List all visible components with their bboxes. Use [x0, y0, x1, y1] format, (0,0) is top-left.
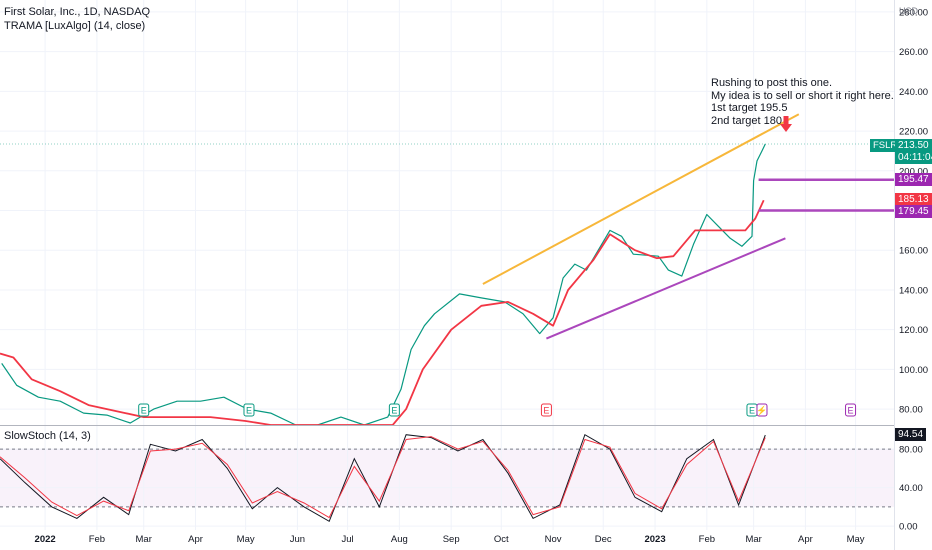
x-tick-label: Mar: [745, 534, 761, 545]
earnings-marker-label: E: [749, 406, 755, 416]
earnings-marker[interactable]: E: [388, 403, 400, 417]
y-tick-label: 220.00: [899, 127, 928, 138]
earnings-marker[interactable]: E: [845, 403, 857, 417]
event-markers[interactable]: E E E E E ⚡ E: [138, 403, 857, 417]
series-line-3: [546, 237, 786, 340]
y-tick-label: 140.00: [899, 285, 928, 296]
x-tick-label: Sep: [443, 534, 460, 545]
annotation-line: 1st target 195.5: [711, 102, 788, 114]
ticker-tag: FSLR: [870, 139, 901, 152]
osc-tick-label: 0.00: [899, 522, 918, 533]
x-tick-label: Aug: [391, 534, 408, 545]
currency-label: USD: [899, 6, 919, 16]
last-price-tag: 213.50: [895, 139, 932, 152]
osc-line-0: [0, 433, 766, 523]
earnings-marker[interactable]: E: [243, 403, 255, 417]
x-tick-label: 2023: [644, 534, 665, 545]
earnings-marker-label: E: [543, 406, 549, 416]
arrow-down-icon: [780, 116, 792, 132]
y-tick-label: 200.00: [899, 166, 928, 177]
osc-line-1: [0, 436, 766, 519]
y-tick-label: 80.00: [899, 405, 923, 416]
chart-grid: [0, 0, 894, 530]
x-tick-label: Apr: [798, 534, 813, 545]
earnings-marker-box: [756, 403, 768, 417]
x-tick-label: Feb: [699, 534, 715, 545]
earnings-marker-box: [845, 403, 857, 417]
earnings-marker[interactable]: E: [138, 403, 150, 417]
symbol-title: First Solar, Inc., 1D, NASDAQ: [4, 6, 151, 18]
earnings-marker-label: E: [391, 406, 397, 416]
osc-tick-label: 40.00: [899, 483, 923, 494]
earnings-marker-label: E: [848, 406, 854, 416]
y-tick-label: 280.00: [899, 7, 928, 18]
countdown-tag: 04:11:04: [895, 151, 932, 164]
x-tick-label: May: [237, 534, 255, 545]
oscillator-value-tag: 94.54: [895, 428, 927, 441]
x-tick-label: Jun: [290, 534, 305, 545]
y-tick-label: 160.00: [899, 246, 928, 257]
x-tick-label: Oct: [494, 534, 509, 545]
earnings-marker-label: ⚡: [756, 405, 767, 417]
earnings-marker[interactable]: E: [540, 403, 552, 417]
price-series: [0, 113, 894, 426]
target2-price-tag: 179.45: [895, 205, 932, 218]
earnings-marker-label: E: [246, 406, 252, 416]
trade-annotation: Rushing to post this one. My idea is to …: [711, 77, 894, 127]
oscillator-lines: [0, 433, 894, 523]
trama-price-tag: 185.13: [895, 193, 932, 206]
x-tick-label: 2022: [35, 534, 56, 545]
y-tick-label: 120.00: [899, 325, 928, 336]
series-line-2: [482, 113, 800, 285]
earnings-marker[interactable]: ⚡: [756, 403, 768, 417]
y-tick-label: 260.00: [899, 47, 928, 58]
oscillator-title: SlowStoch (14, 3): [4, 430, 91, 442]
x-tick-label: Nov: [545, 534, 562, 545]
y-tick-label: 100.00: [899, 365, 928, 376]
series-line-0: [1, 143, 766, 426]
x-tick-label: Feb: [89, 534, 105, 545]
x-tick-label: Dec: [595, 534, 612, 545]
annotation-line: My idea is to sell or short it right her…: [711, 89, 894, 102]
earnings-marker-box: [540, 403, 552, 417]
earnings-marker-box: [388, 403, 400, 417]
y-tick-label: 240.00: [899, 87, 928, 98]
earnings-marker-box: [243, 403, 255, 417]
annotation-line: 2nd target 180: [711, 114, 782, 127]
x-tick-label: Jul: [341, 534, 353, 545]
osc-tick-label: 80.00: [899, 445, 923, 456]
earnings-marker-box: [138, 403, 150, 417]
earnings-marker-label: E: [141, 406, 147, 416]
x-tick-label: May: [847, 534, 865, 545]
x-tick-label: Mar: [136, 534, 152, 545]
x-tick-label: Apr: [188, 534, 203, 545]
series-line-1: [0, 199, 765, 426]
annotation-line: Rushing to post this one.: [711, 77, 833, 89]
indicator-title: TRAMA [LuxAlgo] (14, close): [4, 20, 146, 32]
target1-price-tag: 195.47: [895, 173, 932, 186]
oscillator-band-fill: [0, 449, 894, 507]
